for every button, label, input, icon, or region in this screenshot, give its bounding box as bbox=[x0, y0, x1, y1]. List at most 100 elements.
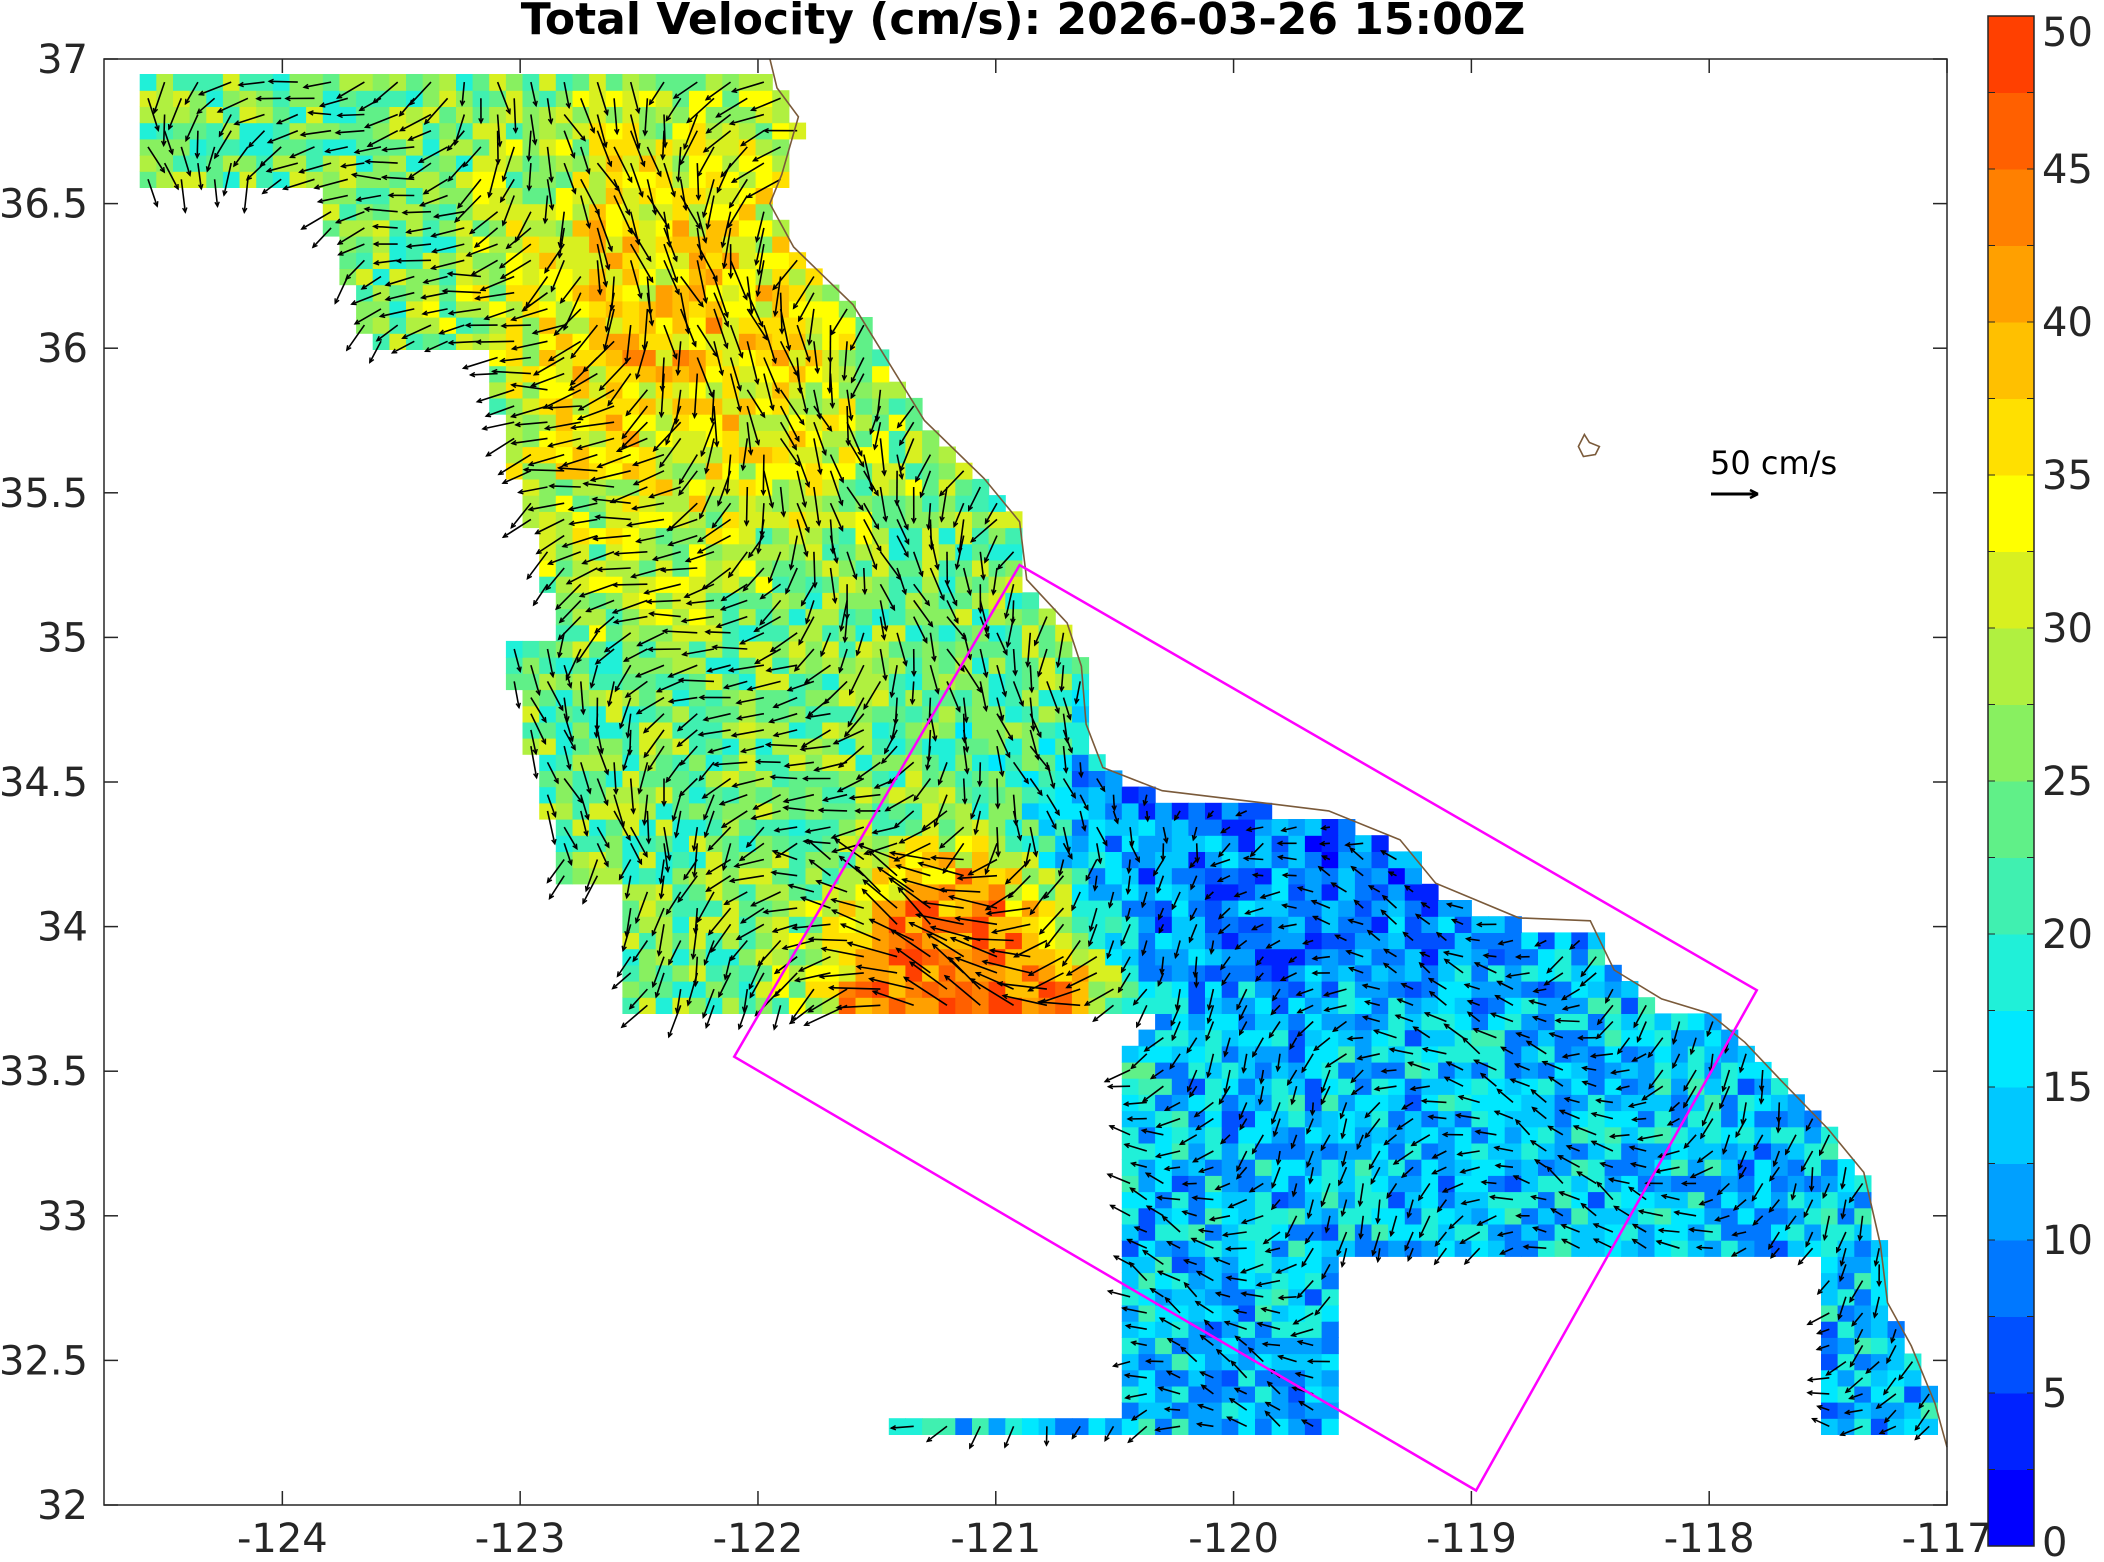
velocity-cell bbox=[605, 236, 623, 253]
velocity-cell bbox=[1304, 1175, 1323, 1193]
velocity-cell bbox=[1121, 802, 1139, 820]
velocity-cell bbox=[1288, 1418, 1306, 1435]
velocity-cell bbox=[1288, 1272, 1306, 1290]
velocity-cell bbox=[1055, 786, 1073, 804]
velocity-cell bbox=[505, 300, 524, 318]
velocity-cell bbox=[1055, 673, 1073, 691]
velocity-cell bbox=[1221, 1223, 1239, 1241]
velocity-cell bbox=[672, 495, 690, 512]
velocity-cell bbox=[1255, 1142, 1273, 1160]
velocity-cell bbox=[1205, 1078, 1223, 1095]
velocity-cell bbox=[738, 592, 757, 610]
velocity-cell bbox=[639, 155, 657, 172]
velocity-cell bbox=[1471, 1126, 1489, 1144]
velocity-cell bbox=[1138, 1029, 1156, 1047]
velocity-cell bbox=[1704, 1207, 1722, 1225]
velocity-cell bbox=[1687, 1191, 1705, 1209]
velocity-cell bbox=[888, 397, 906, 415]
velocity-cell bbox=[905, 997, 923, 1014]
velocity-cell bbox=[1271, 1061, 1289, 1079]
velocity-cell bbox=[1255, 1240, 1273, 1257]
velocity-cell bbox=[1604, 1094, 1622, 1112]
velocity-cell bbox=[722, 397, 740, 415]
velocity-cell bbox=[872, 932, 890, 950]
velocity-cell bbox=[555, 802, 573, 820]
velocity-cell bbox=[888, 835, 906, 852]
velocity-cell bbox=[838, 770, 856, 788]
velocity-cell bbox=[972, 932, 990, 950]
velocity-cell bbox=[372, 122, 390, 140]
velocity-cell bbox=[1554, 1110, 1572, 1128]
velocity-cell bbox=[1471, 964, 1489, 982]
velocity-cell bbox=[805, 705, 823, 723]
velocity-cell bbox=[456, 187, 474, 205]
velocity-cell bbox=[1554, 1159, 1572, 1176]
velocity-cell bbox=[855, 430, 873, 448]
velocity-cell bbox=[838, 964, 856, 982]
velocity-cell bbox=[539, 527, 557, 545]
velocity-cell bbox=[755, 721, 773, 739]
velocity-cell bbox=[589, 608, 607, 626]
velocity-cell bbox=[705, 74, 723, 91]
velocity-cell bbox=[589, 365, 607, 383]
velocity-cell bbox=[772, 624, 790, 642]
velocity-cell bbox=[1521, 1013, 1539, 1031]
velocity-cell bbox=[822, 997, 840, 1014]
velocity-cell bbox=[555, 446, 573, 464]
velocity-cell bbox=[639, 511, 657, 529]
velocity-cell bbox=[622, 640, 640, 658]
velocity-cell bbox=[1105, 997, 1123, 1014]
velocity-cell bbox=[1654, 1110, 1672, 1128]
velocity-cell bbox=[605, 819, 623, 836]
velocity-cell bbox=[888, 608, 906, 626]
velocity-cell bbox=[572, 851, 590, 869]
velocity-cell bbox=[1870, 1321, 1889, 1338]
velocity-cell bbox=[505, 333, 524, 350]
velocity-cell bbox=[389, 74, 407, 91]
velocity-cell bbox=[1454, 997, 1472, 1014]
velocity-cell bbox=[1538, 1013, 1556, 1031]
velocity-cell bbox=[605, 543, 623, 561]
velocity-cell bbox=[1071, 981, 1090, 998]
velocity-cell bbox=[555, 478, 573, 496]
velocity-cell bbox=[1288, 1159, 1306, 1176]
velocity-cell bbox=[1404, 851, 1422, 869]
velocity-cell bbox=[1771, 1126, 1789, 1144]
velocity-cell bbox=[572, 705, 590, 723]
velocity-cell bbox=[522, 138, 540, 156]
velocity-cell bbox=[922, 964, 940, 982]
velocity-cell bbox=[805, 819, 823, 836]
velocity-cell bbox=[938, 624, 956, 642]
velocity-cell bbox=[1354, 1240, 1373, 1257]
velocity-cell bbox=[1637, 1078, 1656, 1095]
velocity-cell bbox=[1005, 738, 1023, 755]
velocity-cell bbox=[888, 883, 906, 901]
velocity-cell bbox=[805, 802, 823, 820]
velocity-cell bbox=[1238, 867, 1256, 885]
velocity-cell bbox=[1404, 1094, 1422, 1112]
velocity-cell bbox=[1304, 932, 1323, 950]
velocity-cell bbox=[1255, 900, 1273, 917]
velocity-cell bbox=[1321, 997, 1339, 1014]
velocity-cell bbox=[505, 397, 524, 415]
velocity-cell bbox=[1188, 802, 1206, 820]
velocity-cell bbox=[988, 867, 1006, 885]
velocity-cell bbox=[339, 122, 357, 140]
velocity-cell bbox=[655, 268, 673, 286]
velocity-cell bbox=[589, 559, 607, 577]
velocity-cell bbox=[822, 576, 840, 593]
velocity-cell bbox=[755, 414, 773, 431]
velocity-cell bbox=[456, 171, 474, 188]
velocity-cell bbox=[788, 414, 807, 431]
velocity-cell bbox=[738, 754, 757, 771]
velocity-cell bbox=[1055, 932, 1073, 950]
velocity-cell bbox=[1821, 1418, 1839, 1435]
velocity-cell bbox=[1554, 1207, 1572, 1225]
velocity-cell bbox=[472, 203, 490, 221]
velocity-cell bbox=[639, 236, 657, 253]
velocity-cell bbox=[1255, 1385, 1273, 1403]
velocity-cell bbox=[1571, 948, 1589, 966]
velocity-cell bbox=[522, 252, 540, 269]
velocity-cell bbox=[1205, 1288, 1223, 1306]
velocity-cell bbox=[605, 219, 623, 237]
